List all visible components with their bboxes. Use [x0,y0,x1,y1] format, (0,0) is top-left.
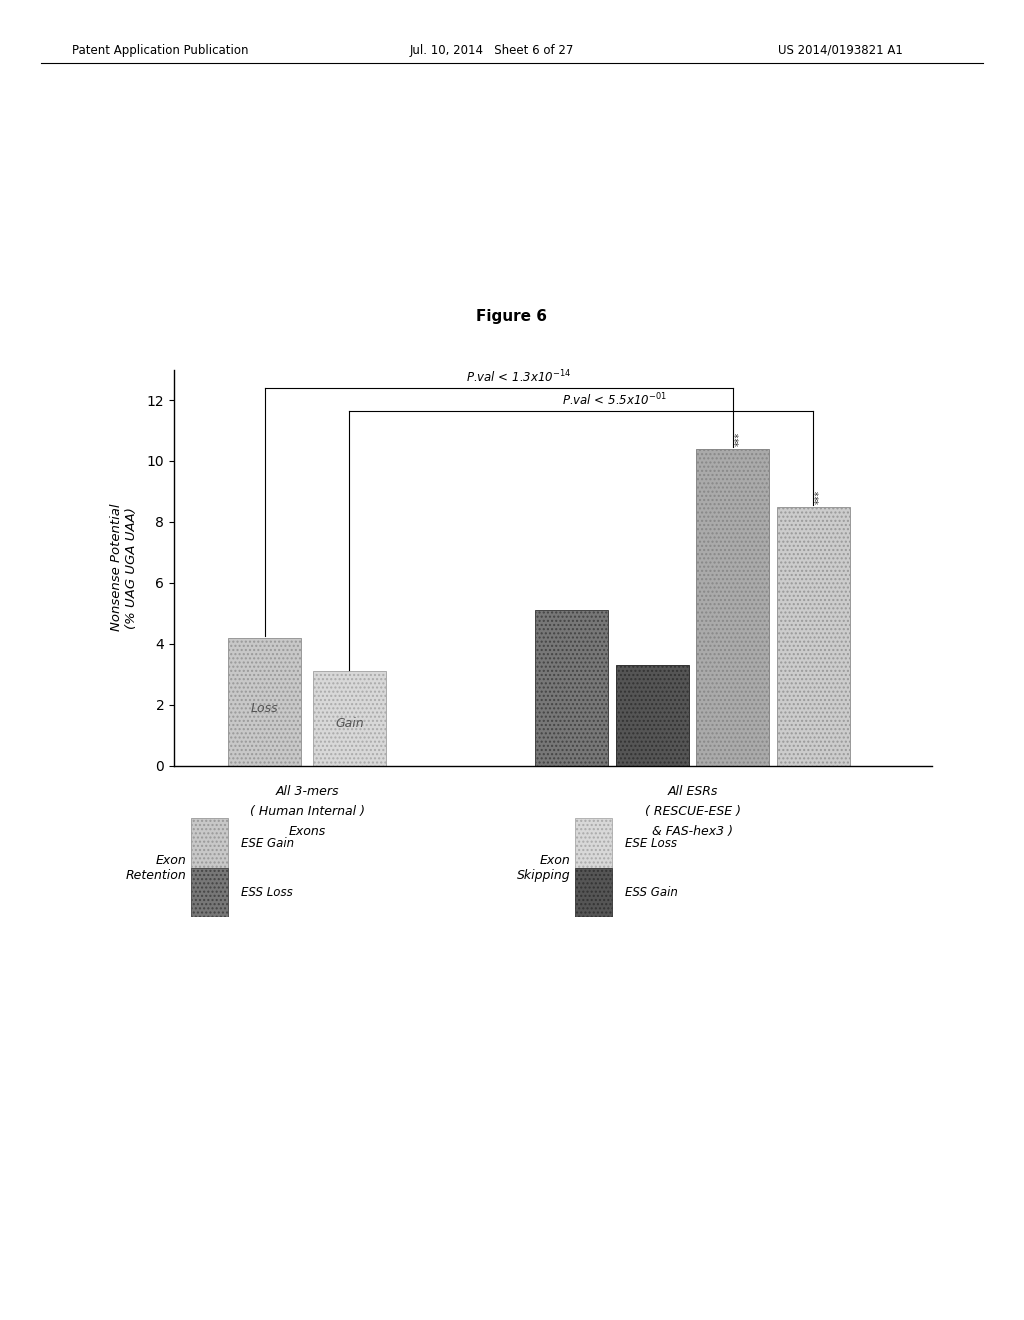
Text: ( RESCUE-ESE ): ( RESCUE-ESE ) [644,805,740,818]
Text: Exon
Retention: Exon Retention [126,854,186,882]
Text: P.val < 1.3x10$^{-14}$: P.val < 1.3x10$^{-14}$ [466,368,571,385]
Text: ESE Gain: ESE Gain [241,837,294,850]
Text: & FAS-hex3 ): & FAS-hex3 ) [652,825,733,838]
Bar [615,665,689,766]
Text: Exon
Skipping: Exon Skipping [517,854,570,882]
Text: ESS Loss: ESS Loss [241,886,293,899]
Text: ESE Loss: ESE Loss [625,837,677,850]
Bar [575,818,612,869]
Y-axis label: Nonsense Potential
(% UAG UGA UAA): Nonsense Potential (% UAG UGA UAA) [111,504,138,631]
Bar [776,507,850,766]
Text: US 2014/0193821 A1: US 2014/0193821 A1 [778,44,903,57]
Text: Loss: Loss [251,701,279,714]
Bar [191,869,228,917]
Text: All 3-mers: All 3-mers [275,785,339,799]
Bar [575,869,612,917]
Text: ( Human Internal ): ( Human Internal ) [250,805,365,818]
Bar [536,610,608,766]
Text: Figure 6: Figure 6 [476,309,548,325]
Bar [191,818,228,869]
Text: Exons: Exons [289,825,326,838]
Text: P.val < 5.5x10$^{-01}$: P.val < 5.5x10$^{-01}$ [562,392,667,408]
Bar [228,638,301,766]
Text: ESS Gain: ESS Gain [625,886,678,899]
Text: ***: *** [815,490,825,504]
Text: Gain: Gain [335,717,364,730]
Text: All ESRs: All ESRs [668,785,718,799]
Text: ***: *** [734,432,744,446]
Text: Patent Application Publication: Patent Application Publication [72,44,248,57]
Bar [313,671,386,766]
Bar [696,449,769,766]
Text: Jul. 10, 2014   Sheet 6 of 27: Jul. 10, 2014 Sheet 6 of 27 [410,44,574,57]
